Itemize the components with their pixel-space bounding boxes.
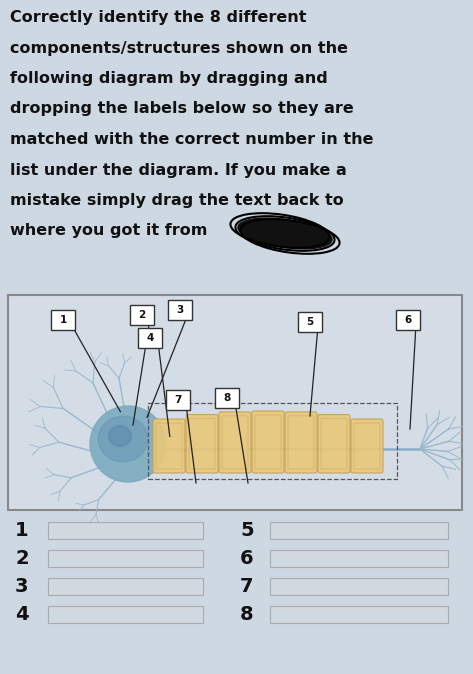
Ellipse shape: [98, 417, 148, 462]
FancyBboxPatch shape: [48, 578, 203, 594]
Text: 1: 1: [60, 315, 67, 325]
FancyBboxPatch shape: [215, 388, 239, 408]
Text: 2: 2: [15, 549, 29, 568]
FancyBboxPatch shape: [48, 522, 203, 539]
FancyBboxPatch shape: [270, 578, 448, 594]
FancyBboxPatch shape: [153, 419, 185, 473]
Text: following diagram by dragging and: following diagram by dragging and: [10, 71, 328, 86]
Text: dropping the labels below so they are: dropping the labels below so they are: [10, 102, 354, 117]
FancyBboxPatch shape: [168, 300, 192, 320]
FancyBboxPatch shape: [252, 411, 284, 473]
Text: matched with the correct number in the: matched with the correct number in the: [10, 132, 374, 147]
Text: 7: 7: [240, 576, 254, 596]
FancyBboxPatch shape: [351, 419, 383, 473]
Text: 3: 3: [15, 576, 28, 596]
FancyBboxPatch shape: [48, 549, 203, 567]
FancyBboxPatch shape: [48, 605, 203, 623]
Text: 1: 1: [15, 520, 29, 539]
Text: components/structures shown on the: components/structures shown on the: [10, 40, 348, 55]
FancyBboxPatch shape: [8, 295, 462, 510]
Text: 7: 7: [175, 395, 182, 405]
Ellipse shape: [109, 425, 131, 446]
FancyBboxPatch shape: [270, 522, 448, 539]
FancyBboxPatch shape: [396, 310, 420, 330]
Text: 6: 6: [404, 315, 412, 325]
Text: 8: 8: [240, 605, 254, 623]
Text: 3: 3: [176, 305, 184, 315]
FancyBboxPatch shape: [270, 549, 448, 567]
Text: 6: 6: [240, 549, 254, 568]
Ellipse shape: [90, 406, 166, 482]
Text: 4: 4: [15, 605, 29, 623]
FancyBboxPatch shape: [186, 415, 218, 473]
Ellipse shape: [238, 218, 332, 249]
Text: Correctly identify the 8 different: Correctly identify the 8 different: [10, 10, 307, 25]
FancyBboxPatch shape: [166, 390, 190, 410]
Text: 8: 8: [223, 393, 231, 403]
FancyBboxPatch shape: [270, 605, 448, 623]
Text: 5: 5: [307, 317, 314, 327]
FancyBboxPatch shape: [298, 312, 322, 332]
FancyBboxPatch shape: [130, 305, 154, 325]
Text: 4: 4: [146, 333, 154, 343]
FancyBboxPatch shape: [285, 412, 317, 473]
Text: where you got it from: where you got it from: [10, 224, 207, 239]
FancyBboxPatch shape: [51, 310, 75, 330]
Text: mistake simply drag the text back to: mistake simply drag the text back to: [10, 193, 344, 208]
FancyBboxPatch shape: [138, 328, 162, 348]
Text: 5: 5: [240, 520, 254, 539]
FancyBboxPatch shape: [318, 415, 350, 473]
Text: list under the diagram. If you make a: list under the diagram. If you make a: [10, 162, 347, 177]
FancyBboxPatch shape: [219, 412, 251, 473]
Text: 2: 2: [139, 310, 146, 320]
